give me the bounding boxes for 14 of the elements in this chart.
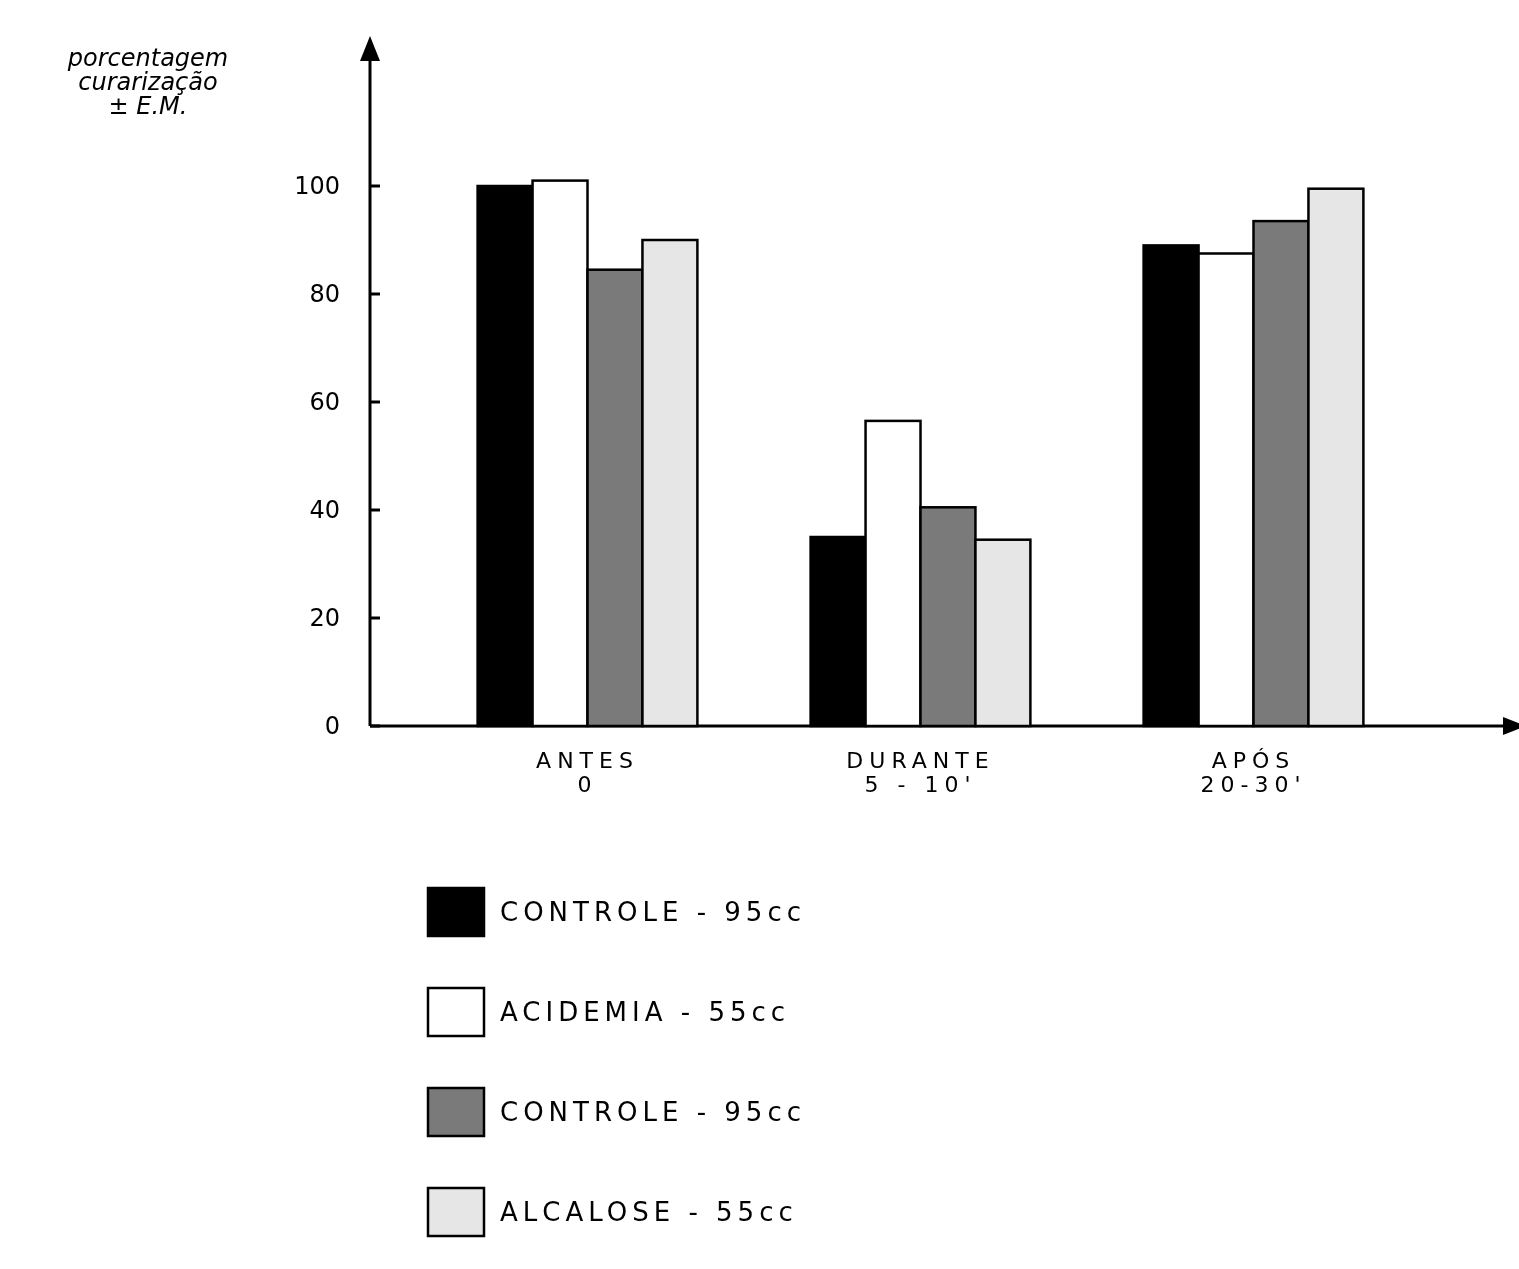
legend-label: ALCALOSE - 55cc (500, 1197, 798, 1228)
x-tick-label: APÓS 20-30' (1200, 748, 1307, 797)
y-tick-label: 20 (309, 604, 340, 633)
y-tick-label: 0 (324, 712, 340, 741)
legend-label: ACIDEMIA - 55cc (500, 997, 791, 1028)
legend-label: CONTROLE - 95cc (500, 1097, 806, 1128)
legend-label: CONTROLE - 95cc (500, 897, 806, 928)
y-tick-label: 40 (309, 496, 340, 525)
y-tick-label: 60 (309, 388, 340, 417)
y-axis-title: porcentagem curarização ± E.M. (66, 44, 229, 120)
x-tick-label: ANTES 0 (536, 748, 639, 797)
x-tick-label: DURANTE 5 - 10' (846, 748, 995, 797)
y-tick-label: 80 (309, 280, 340, 309)
y-tick-label: 100 (294, 172, 340, 201)
